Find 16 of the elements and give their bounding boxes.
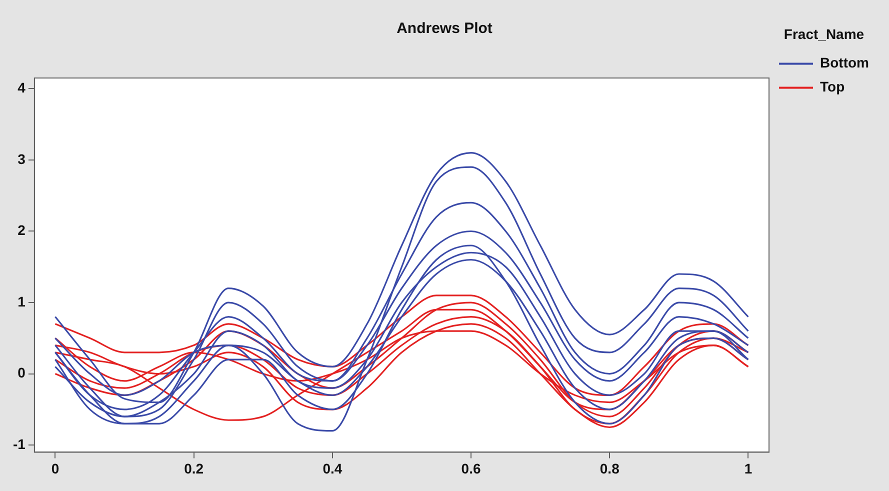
y-tick-label: 1 bbox=[18, 293, 26, 310]
y-tick-label: 3 bbox=[18, 150, 26, 167]
x-tick-label: 0.4 bbox=[322, 460, 342, 476]
y-tick-label: 2 bbox=[18, 222, 26, 238]
x-tick-label: 0.2 bbox=[184, 460, 204, 476]
x-tick-label: 0.8 bbox=[600, 460, 620, 476]
x-tick-label: 0.6 bbox=[461, 460, 481, 476]
chart-title: Andrews Plot bbox=[396, 20, 492, 38]
legend-label: Top bbox=[820, 78, 845, 95]
y-tick-label: -1 bbox=[12, 436, 26, 452]
legend-title: Fract_Name bbox=[784, 26, 864, 42]
y-tick-label: 0 bbox=[18, 364, 26, 381]
x-tick-label: 0 bbox=[51, 460, 60, 476]
y-tick-label: 4 bbox=[18, 80, 26, 96]
legend-label: Bottom bbox=[820, 54, 870, 71]
x-tick-label: 1 bbox=[744, 460, 752, 476]
